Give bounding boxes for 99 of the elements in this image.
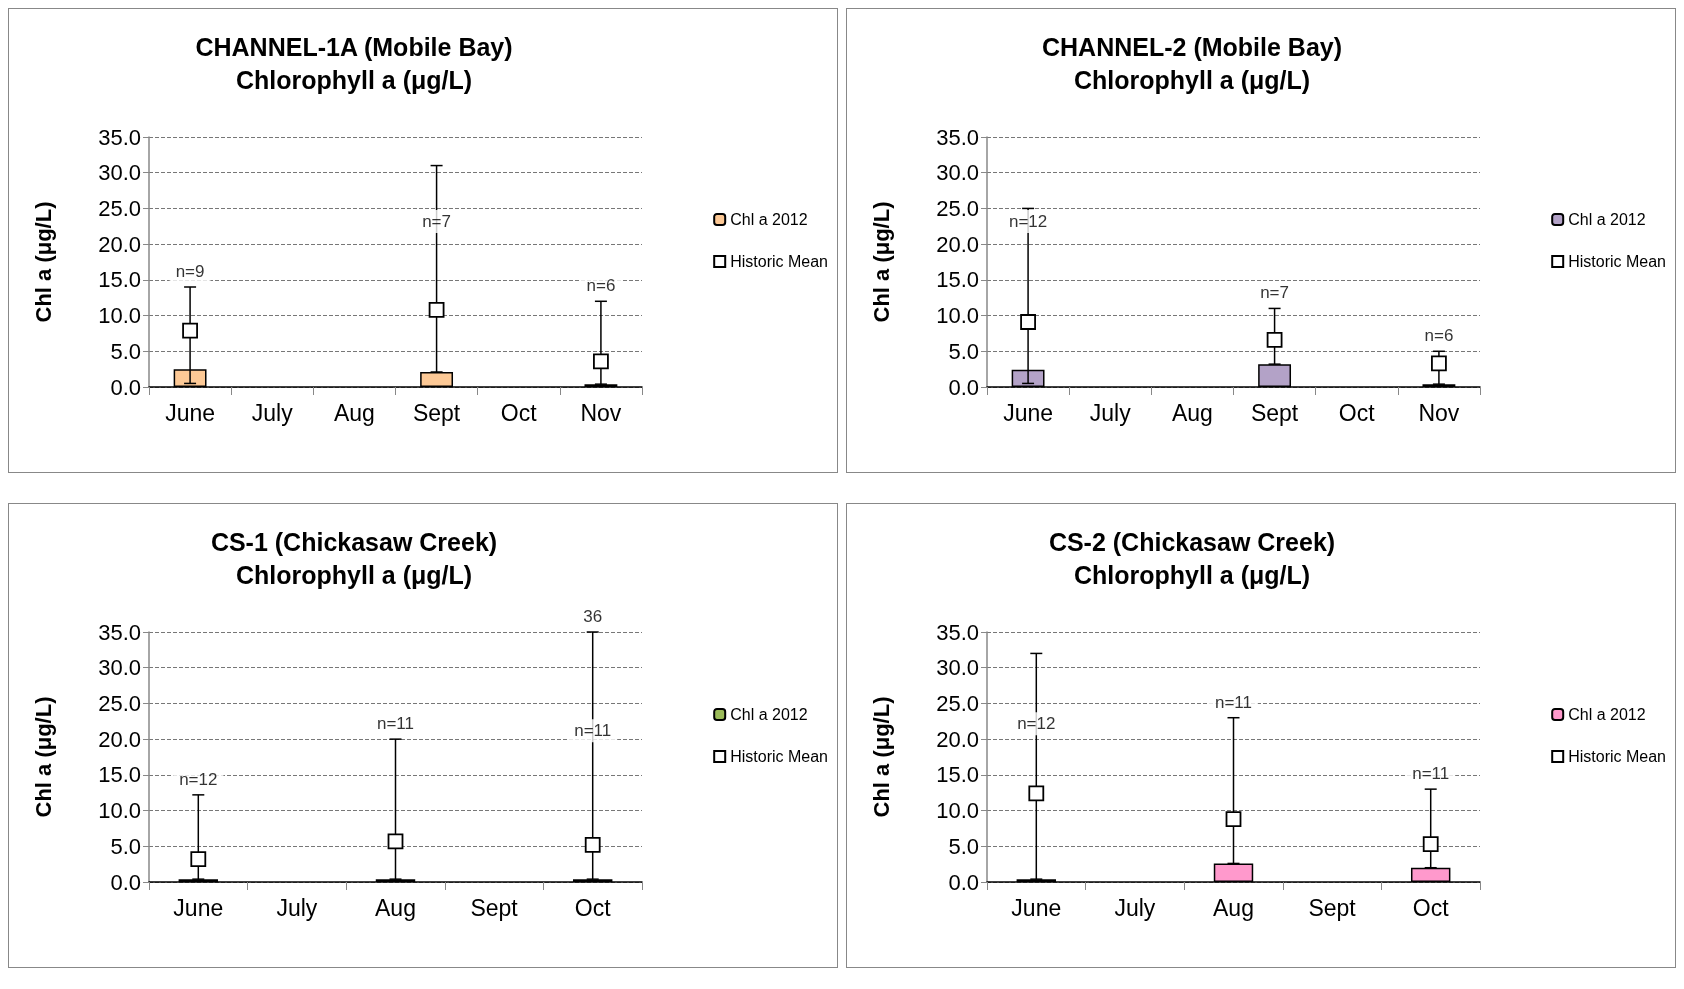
x-tick-label: Nov — [580, 399, 622, 426]
legend-label: Chl a 2012 — [1568, 211, 1646, 228]
y-tick-label: 35.0 — [936, 619, 979, 645]
y-axis-title: Chl a (μg/L) — [868, 201, 894, 323]
x-tick-label: Sept — [1250, 399, 1299, 426]
x-tick-label: Oct — [1338, 399, 1376, 426]
x-tick-label: Aug — [1213, 894, 1254, 921]
point — [1422, 836, 1439, 853]
chart-subtitle: Chlorophyll a (μg/L) — [235, 560, 473, 589]
y-tick-label: 20.0 — [936, 726, 979, 752]
annotation: n=12 — [1017, 714, 1056, 734]
annotation: n=7 — [422, 212, 452, 231]
y-tick-label: 30.0 — [98, 160, 141, 186]
y-tick-label: 15.0 — [936, 762, 979, 788]
point — [190, 851, 207, 868]
annotation: n=6 — [586, 276, 616, 296]
point — [593, 353, 609, 370]
x-tick-label: June — [173, 894, 224, 921]
legend-label: Chl a 2012 — [1568, 706, 1646, 723]
y-tick-label: 25.0 — [936, 690, 979, 716]
x-tick-label: Aug — [375, 894, 416, 921]
y-tick-label: 35.0 — [936, 124, 979, 150]
y-axis-title: Chl a (μg/L) — [30, 201, 56, 323]
y-tick-label: 30.0 — [936, 655, 979, 681]
x-tick-label: July — [1089, 399, 1132, 426]
x-tick-label: Sept — [470, 894, 519, 921]
point — [1266, 331, 1283, 348]
x-tick-label: June — [1011, 894, 1062, 921]
y-tick-label: 0.0 — [110, 374, 141, 400]
y-axis-title: Chl a (μg/L) — [30, 696, 56, 818]
annotation: n=9 — [175, 262, 205, 281]
point — [182, 322, 198, 339]
annotation: n=11 — [376, 714, 415, 734]
annotation: n=11 — [1214, 692, 1253, 712]
point — [1431, 355, 1447, 372]
y-tick-label: 35.0 — [98, 619, 141, 645]
x-tick-label: Sept — [412, 399, 461, 426]
annotation: 36 — [583, 607, 603, 626]
x-tick-label: Oct — [574, 894, 612, 921]
legend-label: Chl a 2012 — [730, 211, 808, 228]
x-tick-label: July — [1114, 894, 1156, 921]
y-tick-label: 10.0 — [98, 303, 141, 329]
point — [387, 833, 404, 850]
y-tick-label: 30.0 — [98, 655, 141, 681]
y-tick-label: 30.0 — [936, 160, 979, 186]
point — [428, 301, 445, 318]
legend-label: Historic Mean — [1568, 748, 1667, 765]
y-tick-label: 0.0 — [948, 374, 979, 400]
y-tick-label: 5.0 — [948, 338, 979, 364]
annotation: n=12 — [1008, 212, 1048, 231]
y-tick-label: 5.0 — [110, 833, 141, 859]
y-tick-label: 0.0 — [110, 869, 141, 895]
chart-subtitle: Chlorophyll a (μg/L) — [1073, 560, 1311, 589]
y-tick-label: 15.0 — [98, 762, 141, 788]
x-tick-label: July — [276, 894, 318, 921]
y-tick-label: 5.0 — [110, 338, 141, 364]
annotation: n=11 — [574, 721, 612, 741]
x-tick-label: Aug — [333, 399, 375, 426]
x-tick-label: Nov — [1418, 399, 1460, 426]
point — [1225, 811, 1242, 828]
x-tick-label: Oct — [1412, 894, 1450, 921]
annotation: n=12 — [179, 769, 218, 789]
y-tick-label: 10.0 — [98, 798, 141, 824]
point — [1028, 785, 1045, 802]
x-tick-label: Sept — [1308, 894, 1357, 921]
x-tick-label: Aug — [1171, 399, 1213, 426]
y-tick-label: 35.0 — [98, 124, 141, 150]
annotation: n=11 — [1412, 764, 1450, 784]
chart-title: CS-1 (Chickasaw Creek) — [210, 527, 498, 556]
point — [584, 836, 601, 853]
chart-title: CHANNEL-2 (Mobile Bay) — [1041, 32, 1343, 61]
legend-label: Chl a 2012 — [730, 706, 808, 723]
chart-subtitle: Chlorophyll a (μg/L) — [235, 65, 473, 94]
y-axis-title: Chl a (μg/L) — [868, 696, 894, 818]
y-tick-label: 20.0 — [936, 231, 979, 257]
y-tick-label: 25.0 — [936, 195, 979, 221]
y-tick-label: 10.0 — [936, 798, 979, 824]
x-tick-label: June — [1003, 399, 1054, 426]
x-tick-label: June — [165, 399, 216, 426]
y-tick-label: 10.0 — [936, 303, 979, 329]
y-tick-label: 25.0 — [98, 195, 141, 221]
chart-subtitle: Chlorophyll a (μg/L) — [1073, 65, 1311, 94]
chart-title: CHANNEL-1A (Mobile Bay) — [195, 32, 513, 61]
y-tick-label: 0.0 — [948, 869, 979, 895]
point — [1020, 314, 1036, 330]
annotation: n=6 — [1424, 326, 1454, 346]
y-tick-label: 25.0 — [98, 690, 141, 716]
annotation: n=7 — [1260, 283, 1290, 303]
legend-label: Historic Mean — [1568, 253, 1667, 270]
x-tick-label: Oct — [500, 399, 538, 426]
chart-title: CS-2 (Chickasaw Creek) — [1048, 527, 1336, 556]
legend-label: Historic Mean — [730, 253, 829, 270]
y-tick-label: 20.0 — [98, 231, 141, 257]
legend-label: Historic Mean — [730, 748, 829, 765]
y-tick-label: 5.0 — [948, 833, 979, 859]
y-tick-label: 20.0 — [98, 726, 141, 752]
y-tick-label: 15.0 — [936, 267, 979, 293]
y-tick-label: 15.0 — [98, 267, 141, 293]
x-tick-label: July — [251, 399, 294, 426]
